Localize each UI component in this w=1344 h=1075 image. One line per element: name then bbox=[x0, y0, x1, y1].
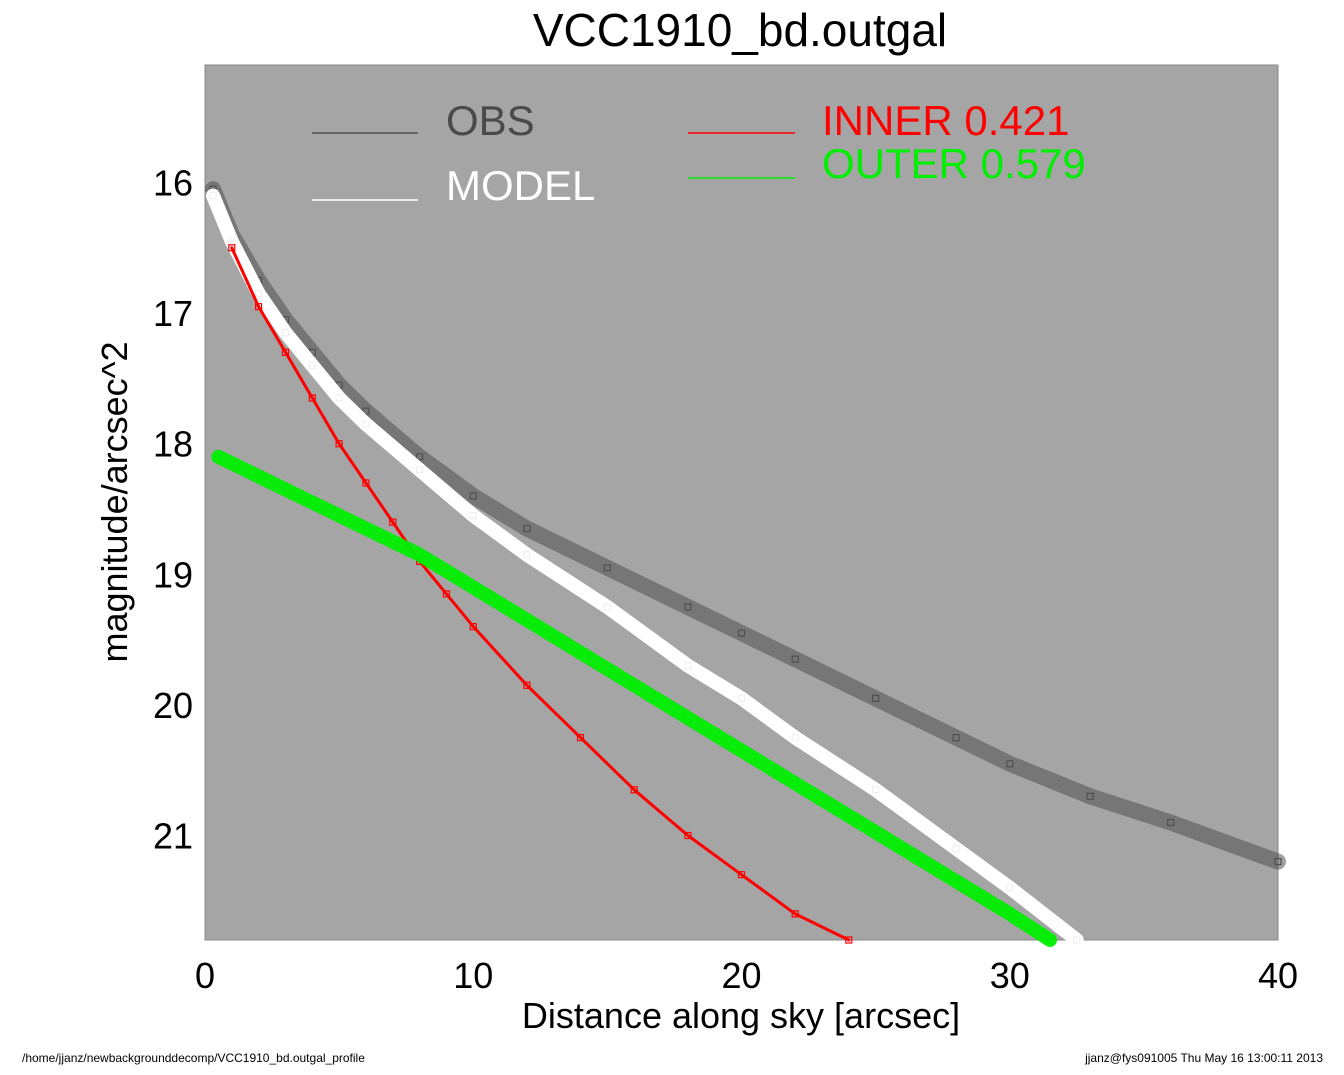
data-point bbox=[845, 812, 853, 820]
y-tick-label: 18 bbox=[153, 424, 193, 465]
data-point bbox=[523, 681, 531, 689]
data-point bbox=[228, 244, 236, 252]
data-point bbox=[469, 511, 477, 520]
data-point bbox=[1167, 818, 1175, 827]
x-tick-label: 40 bbox=[1258, 955, 1298, 996]
series-model bbox=[206, 188, 1084, 947]
data-point bbox=[523, 524, 531, 533]
data-point bbox=[523, 551, 531, 559]
series-layer bbox=[205, 181, 1286, 947]
legend-label: INNER 0.421 bbox=[822, 97, 1069, 144]
data-point bbox=[281, 348, 290, 356]
legend-label: OUTER 0.579 bbox=[822, 140, 1086, 187]
data-point bbox=[791, 655, 799, 663]
legend-label: MODEL bbox=[446, 162, 595, 209]
data-point bbox=[576, 649, 585, 657]
data-point bbox=[737, 746, 746, 755]
y-axis-label: magnitude/arcsec^2 bbox=[94, 341, 135, 662]
data-point bbox=[335, 440, 343, 448]
data-point bbox=[389, 518, 397, 526]
x-tick-label: 30 bbox=[990, 955, 1030, 996]
footer-path: /home/jjanz/newbackgrounddecomp/VCC1910_… bbox=[22, 1051, 365, 1065]
data-point bbox=[737, 694, 746, 703]
data-point bbox=[209, 192, 217, 200]
y-tick-label: 20 bbox=[153, 685, 193, 726]
data-point bbox=[1086, 792, 1094, 800]
data-point bbox=[952, 877, 960, 885]
data-point bbox=[684, 831, 692, 840]
series-line bbox=[205, 181, 1286, 870]
series-obs bbox=[205, 181, 1286, 870]
y-tick-label: 19 bbox=[153, 554, 193, 595]
data-point bbox=[1006, 884, 1014, 892]
y-tick-label: 16 bbox=[153, 163, 193, 204]
footer-timestamp: jjanz@fys091005 Thu May 16 13:00:11 2013 bbox=[1084, 1051, 1323, 1065]
series-line bbox=[230, 246, 851, 942]
data-point bbox=[1006, 910, 1014, 918]
data-point bbox=[684, 662, 692, 670]
data-point bbox=[737, 871, 746, 879]
data-point bbox=[630, 681, 638, 689]
data-point bbox=[469, 622, 477, 631]
data-point bbox=[898, 844, 907, 853]
data-point bbox=[214, 453, 222, 461]
data-point bbox=[871, 786, 880, 794]
data-point bbox=[255, 472, 263, 480]
data-point bbox=[791, 733, 799, 742]
data-point bbox=[255, 289, 263, 298]
data-point bbox=[737, 629, 746, 637]
data-point bbox=[603, 603, 612, 611]
data-point bbox=[469, 583, 477, 592]
y-tick-label: 17 bbox=[153, 293, 193, 334]
data-point bbox=[469, 492, 477, 500]
y-axis-ticks: 16 17 18 19 20 21 bbox=[153, 163, 193, 857]
x-tick-label: 0 bbox=[195, 955, 215, 996]
data-point bbox=[308, 498, 316, 507]
data-point bbox=[416, 551, 424, 559]
series-line bbox=[211, 449, 1057, 947]
data-point bbox=[281, 329, 290, 337]
data-point bbox=[603, 564, 612, 572]
data-point bbox=[952, 733, 960, 742]
data-point bbox=[845, 936, 853, 944]
legend-label: OBS bbox=[446, 97, 535, 144]
data-point bbox=[1073, 936, 1081, 944]
data-point bbox=[362, 479, 370, 487]
data-point bbox=[1274, 857, 1282, 866]
data-point bbox=[1006, 760, 1014, 768]
data-point bbox=[684, 714, 692, 722]
data-point bbox=[952, 844, 960, 853]
series-line bbox=[206, 188, 1084, 947]
data-point bbox=[362, 407, 370, 415]
data-point bbox=[684, 603, 692, 611]
x-axis-label: Distance along sky [arcsec] bbox=[522, 995, 960, 1036]
data-point bbox=[335, 394, 343, 402]
data-point bbox=[791, 779, 799, 787]
data-point bbox=[523, 616, 531, 624]
data-point bbox=[362, 420, 370, 428]
data-point bbox=[1046, 936, 1054, 944]
data-point bbox=[416, 466, 424, 474]
data-point bbox=[791, 910, 799, 918]
data-point bbox=[308, 394, 316, 402]
data-point bbox=[416, 453, 424, 461]
x-axis-ticks: 0 10 20 30 40 bbox=[195, 955, 1298, 996]
y-tick-label: 21 bbox=[153, 816, 193, 857]
x-tick-label: 20 bbox=[721, 955, 761, 996]
data-point bbox=[255, 303, 263, 311]
data-point bbox=[362, 524, 370, 533]
data-point bbox=[871, 694, 880, 703]
x-tick-label: 10 bbox=[453, 955, 493, 996]
series-outer bbox=[211, 449, 1057, 947]
data-point bbox=[442, 590, 450, 598]
data-point bbox=[630, 786, 638, 794]
data-point bbox=[308, 361, 316, 369]
data-point bbox=[576, 733, 585, 742]
chart-title: VCC1910_bd.outgal bbox=[533, 4, 947, 56]
